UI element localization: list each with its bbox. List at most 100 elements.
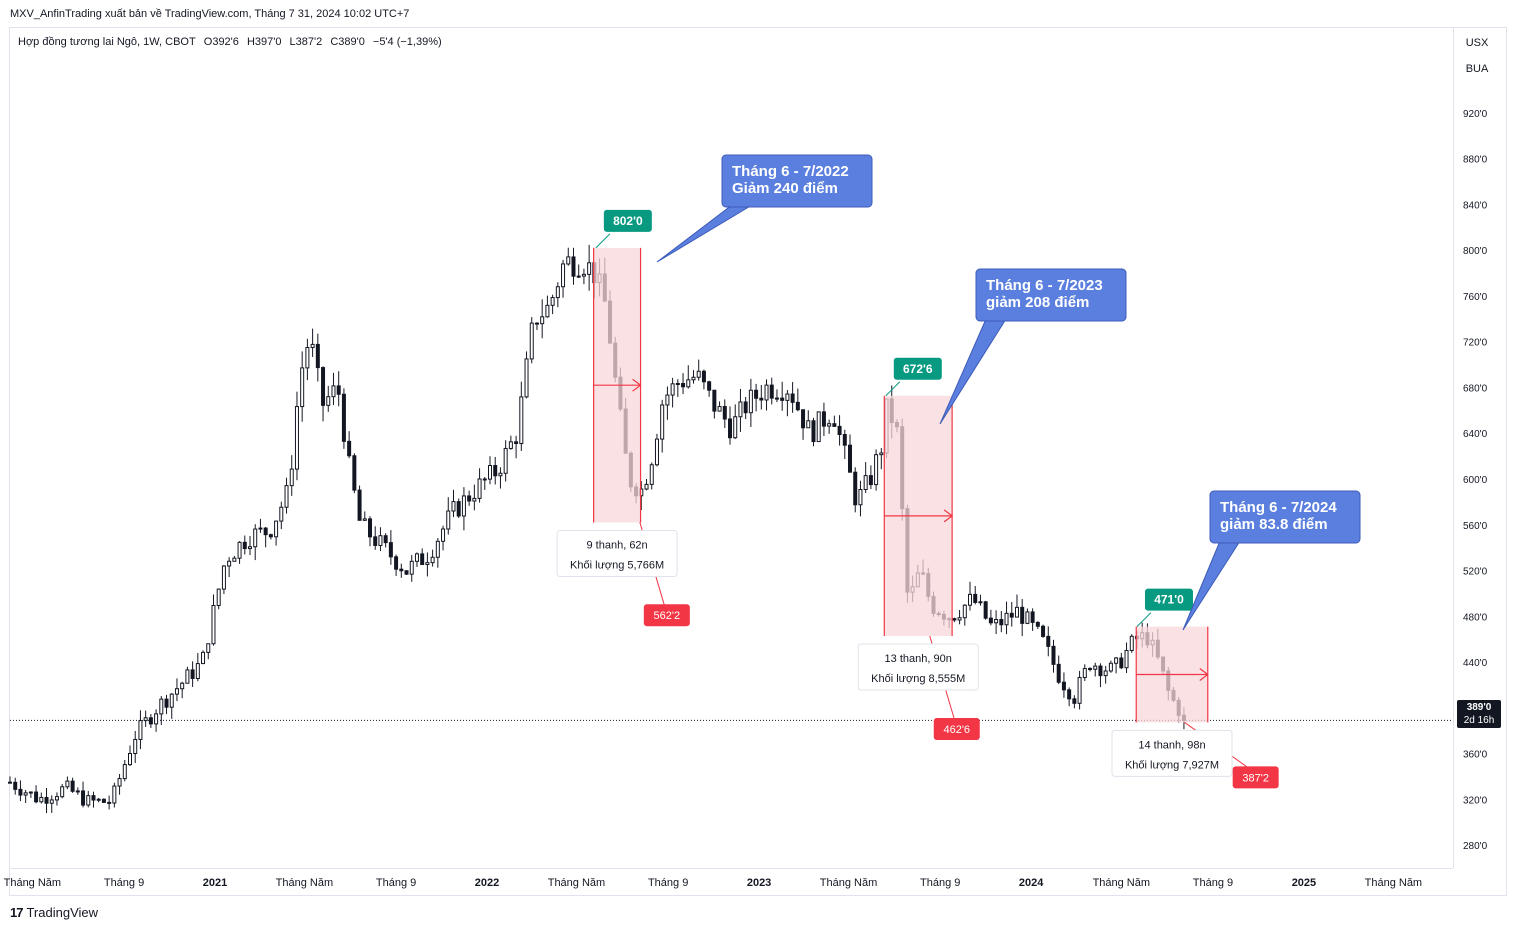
time-tick-label: Tháng Năm [1093,877,1150,889]
candle-body [49,799,54,804]
tradingview-logo[interactable]: 17 TradingView [10,905,98,920]
candle-body [581,273,586,277]
candle-body [388,542,393,558]
callout-box [721,154,873,208]
candle-body [759,397,764,401]
candle-body [1088,668,1093,671]
candle-body [472,497,477,502]
range-stats-box [857,643,979,691]
candle-body [206,643,211,653]
candle-body [785,393,790,401]
candle-body [347,440,352,457]
candle-body [60,786,65,798]
candle-body [816,411,821,443]
callout-title: Tháng 6 - 7/2024 [1220,499,1337,516]
low-price-label [643,604,690,627]
symbol-name[interactable]: Hợp đồng tương lai Ngô, 1W, CBOT [18,36,196,48]
candle-body [414,553,419,562]
candle-body [268,534,273,538]
time-axis[interactable] [10,868,1453,896]
candle-body [837,425,842,436]
candle-body [1051,645,1056,665]
candle-body [148,717,153,725]
candle-body [842,434,847,446]
price-tick-label: 320'0 [1463,795,1488,806]
candle-body [305,347,310,369]
unit-button[interactable]: BUA [1465,63,1489,75]
range-stats-box [556,529,678,577]
ohlc-low: L387'2 [289,36,323,48]
candle-body [394,556,399,570]
candle-body [341,393,346,442]
range-arrow-icon [943,509,954,523]
range-arrow-icon [1199,668,1209,681]
candle-body [978,601,983,604]
candle-body [743,401,748,414]
bar-countdown: 2d 16h [1463,715,1495,726]
candle-body [248,546,253,550]
candle-body [712,389,717,412]
candle-body [1025,611,1030,624]
callout-pointer [1182,540,1241,631]
candle-body [1020,606,1025,624]
candle-body [717,406,722,412]
candle-body [529,322,534,360]
candle-body [1082,668,1087,679]
candle-body [368,518,373,538]
candle-body [1108,662,1113,672]
candle-body [180,682,185,690]
candle-body [122,764,127,780]
price-tick-label: 520'0 [1463,567,1488,578]
price-tick-label: 360'0 [1463,750,1488,761]
candle-body [696,370,701,378]
candle-body [952,618,957,621]
candle-body [738,401,743,418]
time-tick-label: Tháng Năm [276,877,333,889]
high-price-label [1144,588,1193,611]
candle-body [827,423,832,427]
candle-body [962,604,967,619]
ohlc-close: C389'0 [330,36,365,48]
candle-body [988,617,993,624]
candle-body [790,393,795,403]
candle-body [253,528,258,548]
candle-body [373,536,378,546]
candle-body [994,619,999,624]
candle-body [482,478,487,481]
candle-body [534,322,539,325]
low-price-label [933,718,980,741]
candle-body [336,385,341,395]
candle-body [128,752,133,766]
candle-body [868,475,873,486]
candle-body [232,557,237,562]
time-tick-label: Tháng 9 [920,877,960,889]
currency-button[interactable]: USX [1465,37,1489,49]
candle-body [1067,689,1072,700]
candle-body [138,720,143,740]
time-tick-label: Tháng 9 [104,877,144,889]
price-axis[interactable] [1453,28,1507,868]
chart-frame [9,27,1507,896]
time-tick-label: Tháng Năm [820,877,877,889]
price-tick-label: 680'0 [1463,383,1488,394]
candle-body [571,256,576,277]
candle-body [201,651,206,665]
price-tick-label: 880'0 [1463,155,1488,166]
price-tick-label: 800'0 [1463,246,1488,257]
candle-body [654,438,659,466]
candle-body [748,389,753,414]
candle-body [555,286,560,299]
candle-body [524,358,529,398]
candle-body [70,780,75,792]
candle-body [54,796,59,801]
callout-box [1209,490,1361,544]
candle-body [660,404,665,440]
candle-body [154,713,159,725]
candle-body [451,501,456,512]
candle-body [23,792,28,796]
candle-body [39,796,44,803]
price-tick-label: 280'0 [1463,841,1488,852]
candle-body [357,489,362,521]
price-tick-label: 840'0 [1463,200,1488,211]
